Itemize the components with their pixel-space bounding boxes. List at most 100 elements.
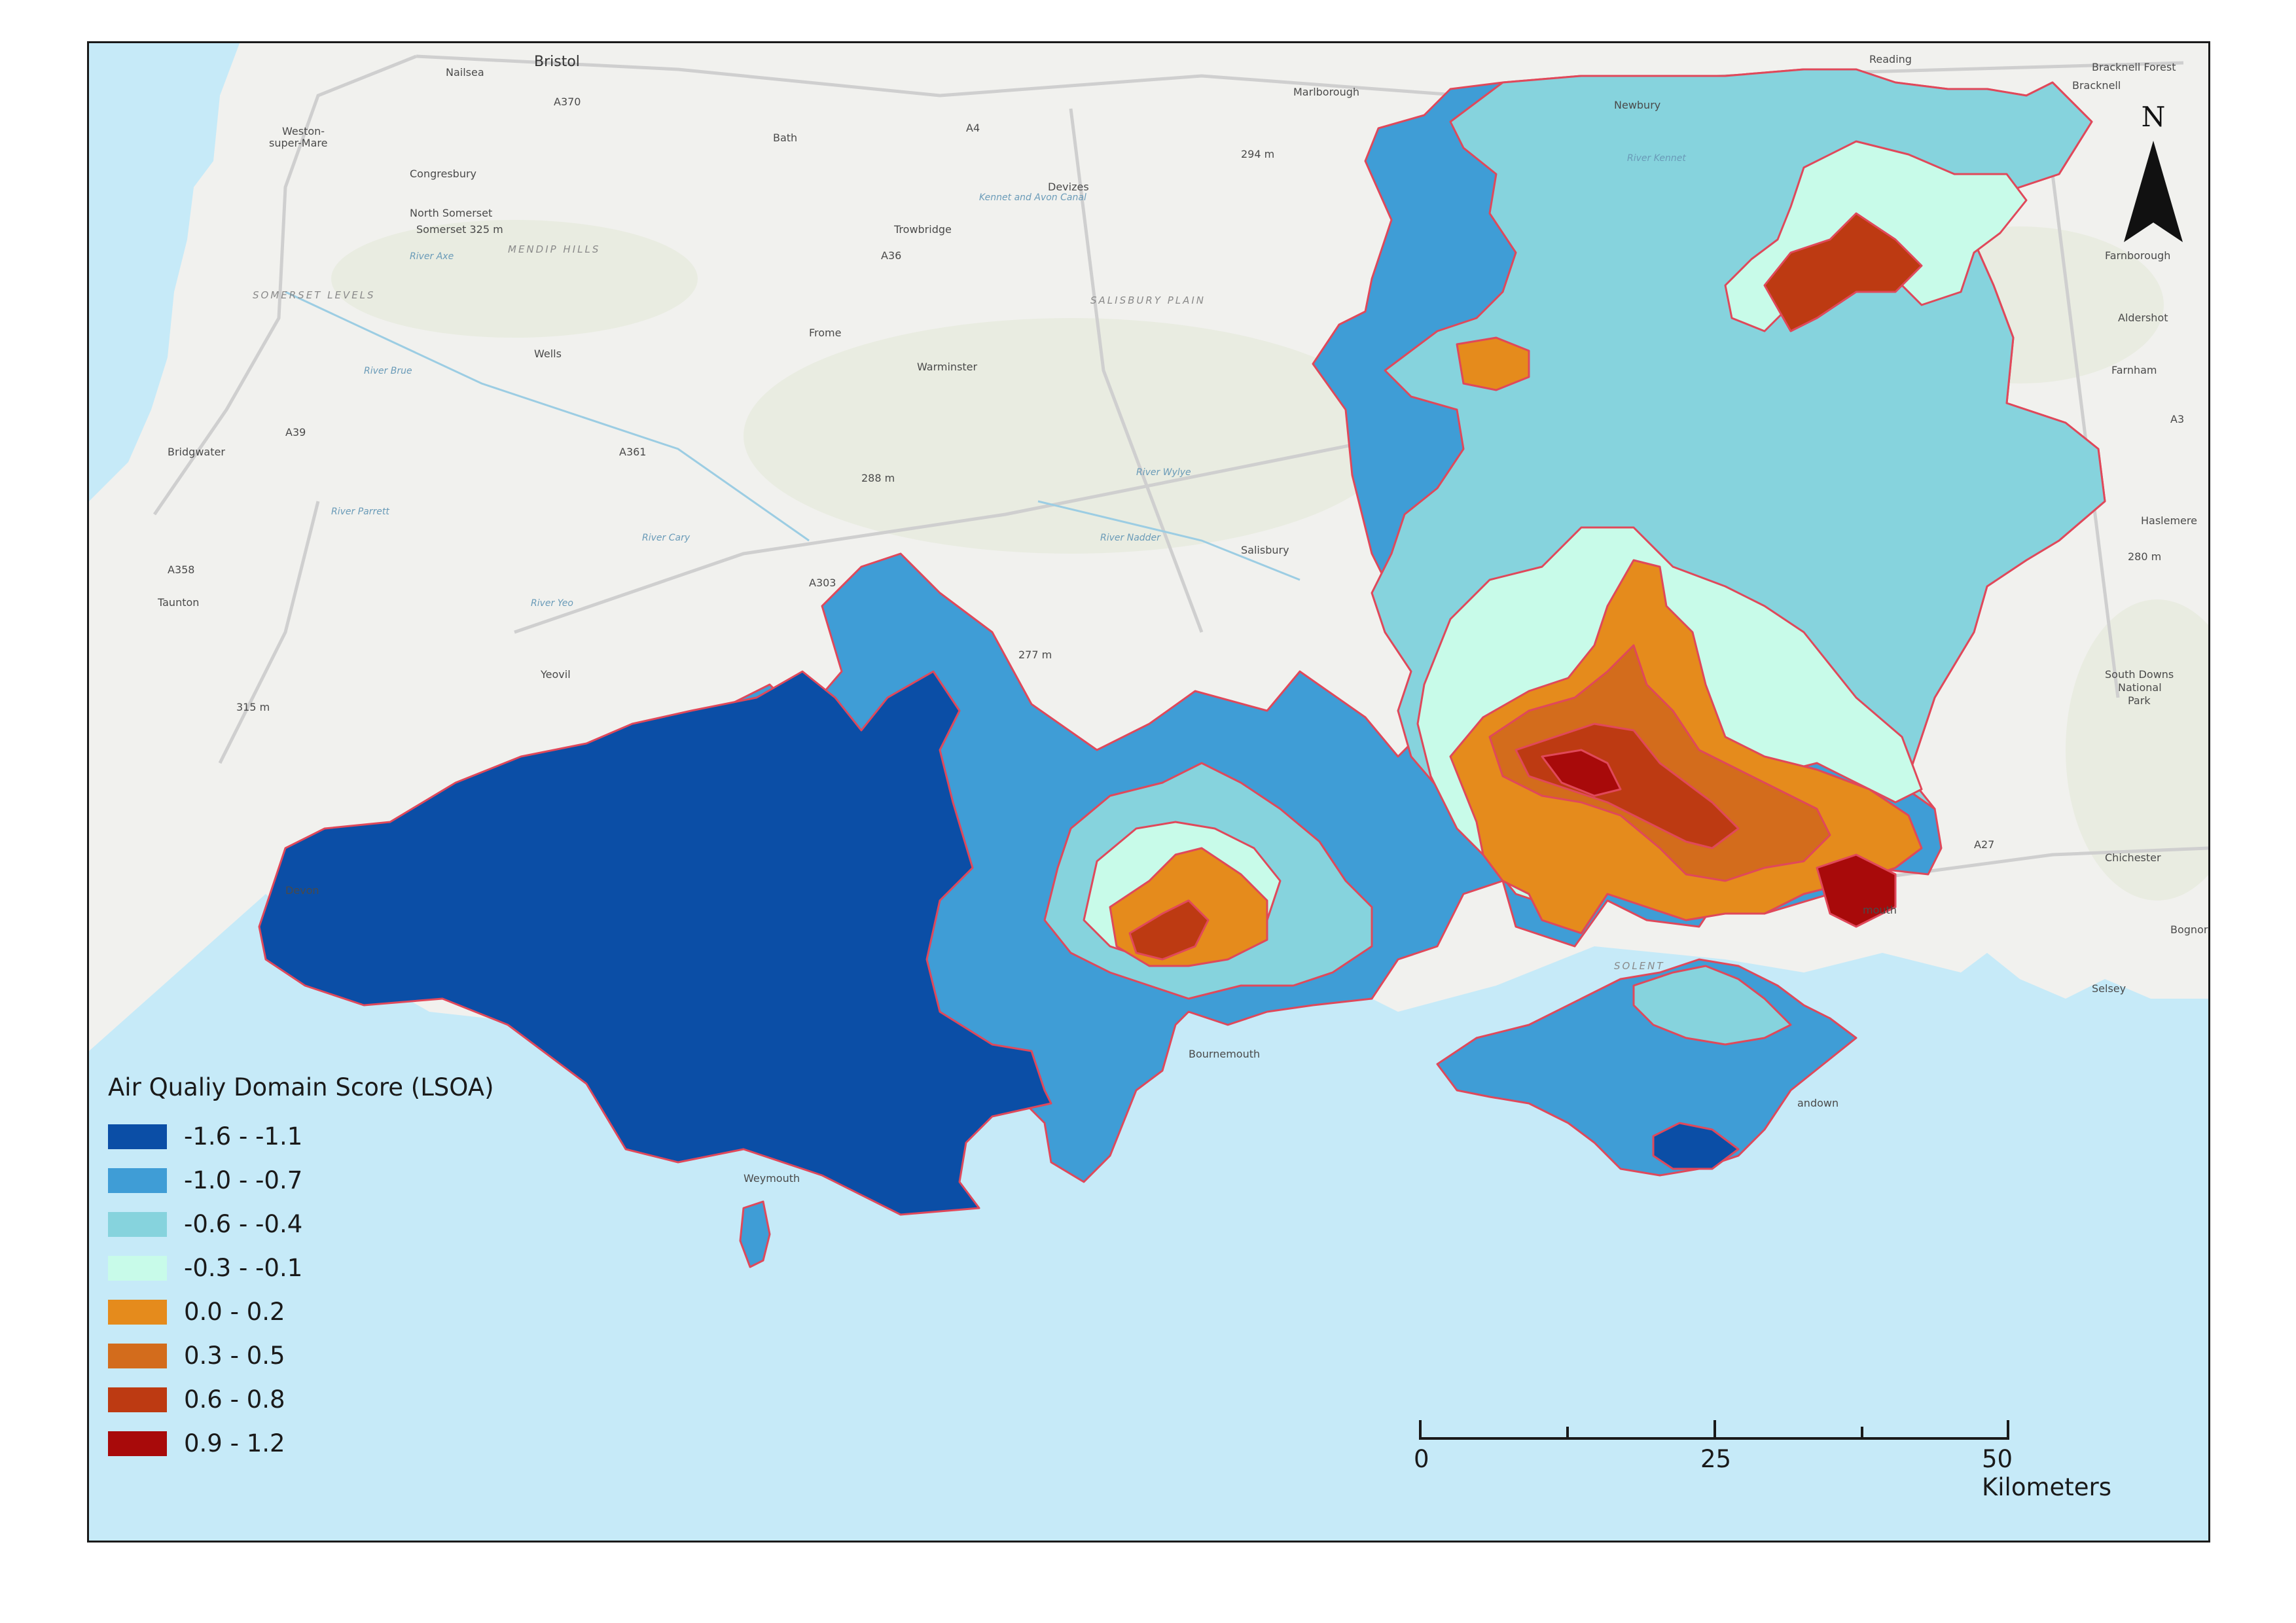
region-andover[interactable] bbox=[1456, 336, 1530, 391]
legend-swatch bbox=[108, 1211, 167, 1237]
svg-text:Frome: Frome bbox=[809, 327, 841, 339]
legend-item: 0.3 - 0.5 bbox=[108, 1334, 566, 1378]
svg-text:Reading: Reading bbox=[1869, 53, 1912, 65]
svg-text:A4: A4 bbox=[966, 122, 980, 134]
svg-text:A27: A27 bbox=[1974, 838, 1994, 851]
svg-text:Trowbridge: Trowbridge bbox=[893, 223, 952, 236]
north-arrow-icon: N bbox=[2124, 101, 2183, 242]
svg-text:Warminster: Warminster bbox=[917, 361, 978, 373]
svg-text:Yeovil: Yeovil bbox=[540, 668, 571, 681]
map-frame[interactable]: Bristol Nailsea Reading Bracknell Brackn… bbox=[87, 41, 2210, 1543]
svg-text:Devizes: Devizes bbox=[1048, 181, 1089, 193]
legend-swatch bbox=[108, 1255, 167, 1281]
region-southampton-darkred[interactable] bbox=[1541, 749, 1622, 797]
svg-text:Taunton: Taunton bbox=[157, 596, 199, 609]
scale-bar: 0 25 50 Kilometers bbox=[1394, 1407, 2111, 1501]
svg-text:super-Mare: super-Mare bbox=[269, 137, 327, 149]
legend-item: -0.6 - -0.4 bbox=[108, 1202, 566, 1246]
svg-text:Weston-: Weston- bbox=[282, 125, 325, 137]
region-dorset-darkblue[interactable] bbox=[258, 670, 1052, 1216]
svg-text:Bristol: Bristol bbox=[534, 54, 580, 70]
legend-item: -0.3 - -0.1 bbox=[108, 1246, 566, 1290]
scale-bar-graphic bbox=[1419, 1420, 2009, 1440]
svg-text:277 m: 277 m bbox=[1018, 649, 1052, 661]
svg-text:SOMERSET LEVELS: SOMERSET LEVELS bbox=[253, 289, 376, 301]
legend-title: Air Qualiy Domain Score (LSOA) bbox=[108, 1073, 494, 1101]
svg-text:North Somerset: North Somerset bbox=[410, 207, 492, 219]
map-canvas[interactable]: Bristol Nailsea Reading Bracknell Brackn… bbox=[89, 43, 2208, 1541]
svg-text:294 m: 294 m bbox=[1241, 148, 1274, 160]
svg-text:A39: A39 bbox=[285, 426, 306, 438]
svg-text:Kennet and Avon Canal: Kennet and Avon Canal bbox=[979, 192, 1086, 203]
svg-text:280 m: 280 m bbox=[2128, 550, 2161, 563]
svg-text:Bridgwater: Bridgwater bbox=[168, 446, 225, 458]
svg-text:Newbury: Newbury bbox=[1614, 99, 1660, 111]
svg-text:River Nadder: River Nadder bbox=[1100, 533, 1161, 543]
svg-text:Park: Park bbox=[2128, 694, 2151, 707]
svg-text:A303: A303 bbox=[809, 577, 836, 589]
svg-text:Bath: Bath bbox=[773, 132, 797, 144]
svg-text:A36: A36 bbox=[881, 249, 901, 262]
svg-text:A3: A3 bbox=[2170, 413, 2184, 425]
legend-label: -1.6 - -1.1 bbox=[184, 1122, 303, 1150]
legend: Air Qualiy Domain Score (LSOA) -1.6 - -1… bbox=[108, 1073, 566, 1465]
basemap-labels: Bristol Nailsea Reading Bracknell Brackn… bbox=[157, 53, 2208, 1185]
svg-text:Bognor: Bognor bbox=[2170, 923, 2208, 936]
svg-text:Marlborough: Marlborough bbox=[1293, 86, 1359, 98]
region-portsmouth-darkred[interactable] bbox=[1816, 853, 1897, 928]
svg-text:River Parrett: River Parrett bbox=[331, 507, 389, 517]
svg-text:Selsey: Selsey bbox=[2092, 982, 2126, 995]
svg-text:River Axe: River Axe bbox=[410, 251, 454, 262]
legend-item: -1.6 - -1.1 bbox=[108, 1115, 566, 1158]
svg-text:Wells: Wells bbox=[534, 348, 562, 360]
svg-text:Haslemere: Haslemere bbox=[2141, 514, 2197, 527]
svg-text:River Wylye: River Wylye bbox=[1136, 467, 1191, 478]
legend-swatch bbox=[108, 1343, 167, 1368]
legend-label: -0.3 - -0.1 bbox=[184, 1254, 303, 1282]
legend-item: 0.9 - 1.2 bbox=[108, 1421, 566, 1465]
svg-text:SALISBURY PLAIN: SALISBURY PLAIN bbox=[1090, 294, 1206, 306]
legend-label: -0.6 - -0.4 bbox=[184, 1210, 303, 1238]
legend-item: 0.6 - 0.8 bbox=[108, 1378, 566, 1421]
svg-text:Aldershot: Aldershot bbox=[2118, 312, 2168, 324]
svg-text:Farnborough: Farnborough bbox=[2105, 249, 2170, 262]
scale-label-50: 50 Kilometers bbox=[1982, 1445, 2112, 1501]
region-basingstoke[interactable] bbox=[1763, 212, 1923, 332]
scale-label-0: 0 bbox=[1414, 1445, 1429, 1473]
legend-label: 0.0 - 0.2 bbox=[184, 1298, 285, 1326]
svg-text:A361: A361 bbox=[619, 446, 646, 458]
svg-text:Bracknell: Bracknell bbox=[2072, 79, 2121, 92]
legend-swatch bbox=[108, 1299, 167, 1325]
svg-text:Farnham: Farnham bbox=[2111, 364, 2157, 376]
svg-text:River Cary: River Cary bbox=[642, 533, 691, 543]
legend-label: 0.3 - 0.5 bbox=[184, 1342, 285, 1370]
legend-swatch bbox=[108, 1124, 167, 1149]
legend-swatch bbox=[108, 1431, 167, 1456]
legend-swatch bbox=[108, 1168, 167, 1193]
svg-text:Somerset 325 m: Somerset 325 m bbox=[416, 223, 503, 236]
svg-text:Bracknell Forest: Bracknell Forest bbox=[2092, 61, 2176, 73]
legend-label: 0.6 - 0.8 bbox=[184, 1385, 285, 1414]
svg-text:Bournemouth: Bournemouth bbox=[1189, 1048, 1260, 1060]
svg-text:Weymouth: Weymouth bbox=[744, 1172, 800, 1185]
svg-text:288 m: 288 m bbox=[861, 472, 895, 484]
svg-text:River Brue: River Brue bbox=[364, 366, 412, 376]
svg-text:Congresbury: Congresbury bbox=[410, 168, 476, 180]
svg-text:Salisbury: Salisbury bbox=[1241, 544, 1289, 556]
svg-text:andown: andown bbox=[1797, 1097, 1839, 1109]
svg-text:Chichester: Chichester bbox=[2105, 851, 2161, 864]
svg-text:A370: A370 bbox=[554, 96, 581, 108]
svg-text:315 m: 315 m bbox=[236, 701, 270, 713]
svg-text:mouth: mouth bbox=[1863, 904, 1897, 916]
legend-item: 0.0 - 0.2 bbox=[108, 1290, 566, 1334]
region-iow-darkblue[interactable] bbox=[1652, 1122, 1740, 1170]
scale-label-25: 25 bbox=[1700, 1445, 1732, 1473]
legend-rows: -1.6 - -1.1 -1.0 - -0.7 -0.6 - -0.4 -0.3 - … bbox=[108, 1115, 566, 1465]
region-poole-red[interactable] bbox=[1128, 899, 1210, 961]
svg-text:River Kennet: River Kennet bbox=[1627, 153, 1686, 164]
choropleth-layer[interactable] bbox=[258, 68, 2106, 1268]
svg-text:National: National bbox=[2118, 681, 2162, 694]
region-portland[interactable] bbox=[739, 1200, 771, 1268]
region-iow-teal[interactable] bbox=[1632, 965, 1792, 1046]
bristol-channel bbox=[89, 43, 240, 501]
